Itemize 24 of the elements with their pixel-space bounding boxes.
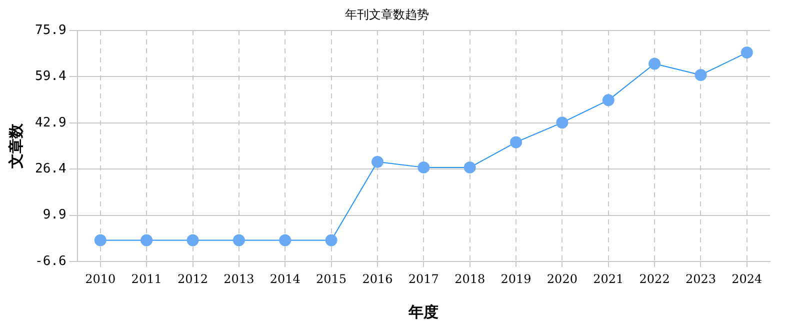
x-tick-label: 2012 <box>177 272 208 286</box>
x-tick-label: 2018 <box>454 272 486 286</box>
y-tick-label: 75.9 <box>34 22 66 38</box>
x-tick-label: 2016 <box>362 272 393 286</box>
y-tick-label: 9.9 <box>42 208 66 223</box>
x-tick-label: 2020 <box>546 272 578 286</box>
x-tick-label: 2014 <box>270 272 301 286</box>
y-tick-label: 59.4 <box>34 69 66 84</box>
x-tick-label: 2017 <box>408 272 439 286</box>
y-tick-label: 42.9 <box>34 115 66 130</box>
x-tick-label: 2021 <box>593 272 624 286</box>
x-tick-label: 2023 <box>685 272 716 286</box>
x-tick-label: 2010 <box>85 272 116 286</box>
x-tick-label: 2024 <box>732 272 763 286</box>
x-tick-label: 2015 <box>316 272 347 286</box>
y-axis-title: 文章数 <box>6 122 25 170</box>
x-tick-label: 2011 <box>131 272 162 286</box>
x-tick-label: 2013 <box>224 272 254 286</box>
y-tick-label: -6.6 <box>34 254 66 269</box>
y-tick-label: 26.4 <box>34 161 66 176</box>
x-axis-title: 年度 <box>408 302 439 321</box>
x-tick-label: 2019 <box>500 272 532 286</box>
chart-title: 年刊文章数趋势 <box>345 7 429 22</box>
x-tick-label: 2022 <box>639 272 670 286</box>
